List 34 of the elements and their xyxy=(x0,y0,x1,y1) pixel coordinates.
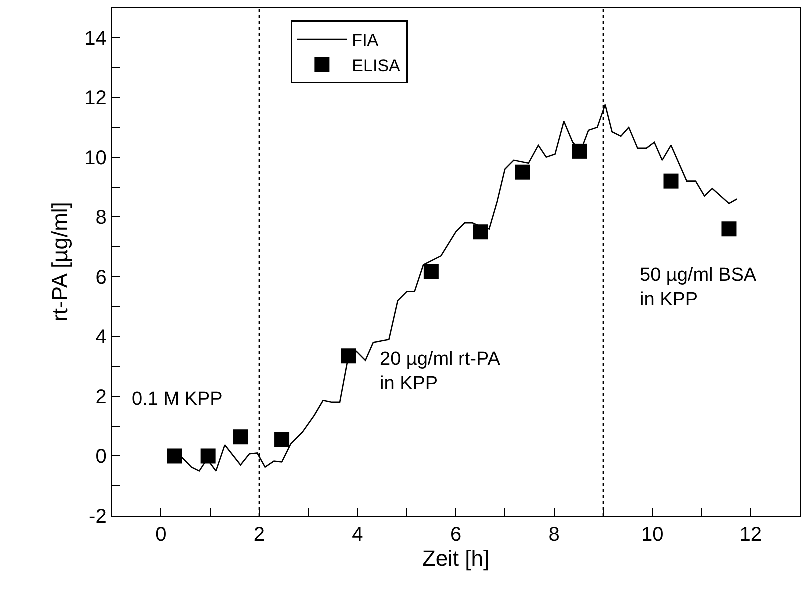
annotation: 50 µg/ml BSA in KPP xyxy=(640,265,757,311)
point xyxy=(274,432,290,448)
point xyxy=(515,164,530,180)
x-axis-title: Zeit [h] xyxy=(422,546,490,572)
annotation: 20 µg/ml rt-PA in KPP xyxy=(380,349,501,395)
x-tick-label: 4 xyxy=(352,524,364,546)
x-tick-label: 12 xyxy=(740,524,762,546)
point xyxy=(424,264,439,280)
point xyxy=(473,224,488,240)
y-tick-label: 4 xyxy=(96,326,107,349)
y-tick-label: 12 xyxy=(84,88,107,110)
x-tick-label: 2 xyxy=(254,524,265,546)
x-tick-label: 8 xyxy=(548,524,560,546)
point xyxy=(233,430,248,445)
y-tick-label: 0 xyxy=(96,446,107,468)
legend-label: ELISA xyxy=(352,56,402,76)
legend-label: FIA xyxy=(352,31,380,50)
x-tick-label: 0 xyxy=(156,524,167,546)
point xyxy=(341,348,356,364)
y-tick-label: 10 xyxy=(84,147,107,170)
y-axis-title: rt-PA [µg/ml] xyxy=(47,202,72,322)
point xyxy=(664,174,679,189)
y-tick-label: 6 xyxy=(96,266,107,289)
point xyxy=(167,448,182,464)
x-tick-label: 6 xyxy=(450,524,462,546)
y-tick-label: 8 xyxy=(96,207,107,230)
y-tick-label: 2 xyxy=(96,386,107,408)
y-tick-label: -2 xyxy=(89,506,107,528)
point xyxy=(572,144,588,159)
y-tick-label: 14 xyxy=(84,28,107,50)
x-tick-label: 10 xyxy=(641,524,664,546)
annotation: 0.1 M KPP xyxy=(132,389,223,410)
point xyxy=(722,222,737,237)
point xyxy=(200,448,216,464)
